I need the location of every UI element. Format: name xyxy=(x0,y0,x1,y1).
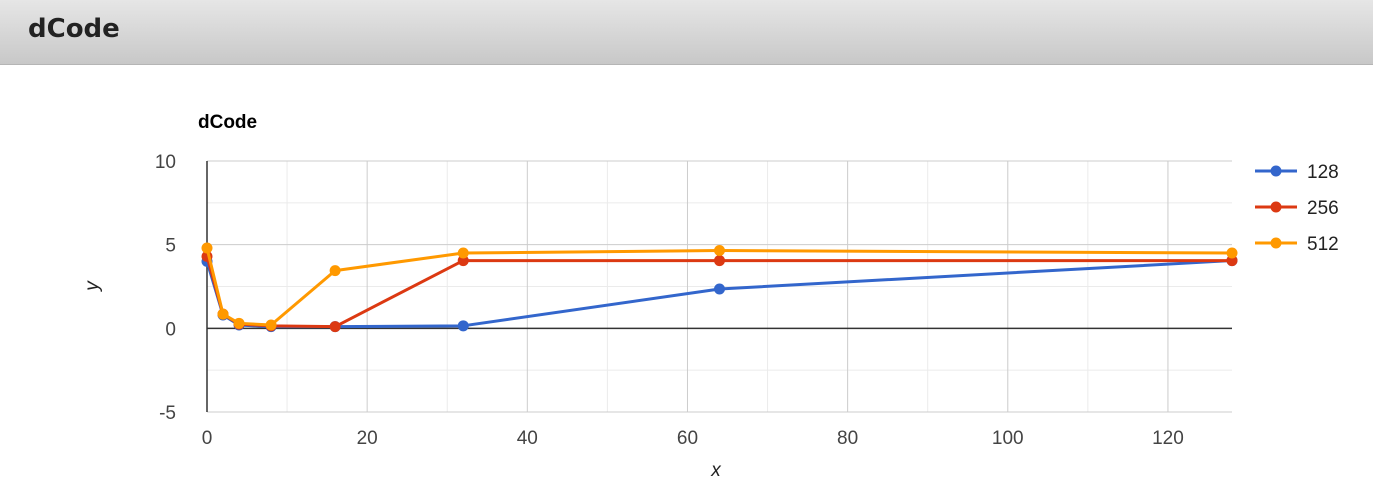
x-tick-label: 80 xyxy=(837,428,858,449)
data-point[interactable] xyxy=(217,308,229,320)
data-point[interactable] xyxy=(1226,247,1238,259)
legend-item-256[interactable]: 256 xyxy=(1255,198,1339,219)
legend-item-128[interactable]: 128 xyxy=(1255,162,1339,183)
header-title: dCode xyxy=(28,14,120,44)
x-tick-label: 60 xyxy=(677,428,698,449)
data-point[interactable] xyxy=(329,321,341,333)
legend-swatch-dot xyxy=(1270,237,1282,249)
series-512 xyxy=(201,242,1238,331)
legend-label: 256 xyxy=(1307,198,1339,219)
data-point[interactable] xyxy=(457,320,469,332)
data-point[interactable] xyxy=(457,255,469,267)
header-bar: dCode xyxy=(0,0,1373,65)
data-point[interactable] xyxy=(714,255,725,267)
data-point[interactable] xyxy=(329,265,341,277)
data-point[interactable] xyxy=(714,245,725,257)
legend-swatch-dot xyxy=(1270,201,1282,213)
chart-axes xyxy=(206,161,1232,412)
legend-label: 512 xyxy=(1307,234,1339,255)
x-tick-label: 0 xyxy=(202,428,213,449)
y-tick-label: 0 xyxy=(165,319,176,340)
y-tick-label: 5 xyxy=(165,236,176,257)
tick-labels: 0 20 40 60 80 100 120 -5 0 5 10 xyxy=(155,152,1184,449)
legend[interactable]: 128 256 512 xyxy=(1255,162,1339,255)
legend-swatch-dot xyxy=(1270,165,1282,177)
x-tick-label: 20 xyxy=(357,428,378,449)
y-tick-label: 10 xyxy=(155,152,176,173)
series-lines xyxy=(201,242,1238,333)
legend-label: 128 xyxy=(1307,162,1339,183)
data-point[interactable] xyxy=(201,242,213,254)
data-point[interactable] xyxy=(1226,255,1238,267)
y-axis-label: y xyxy=(82,280,103,293)
x-tick-label: 120 xyxy=(1152,428,1184,449)
chart-title: dCode xyxy=(198,112,257,133)
data-point[interactable] xyxy=(457,247,469,259)
data-point[interactable] xyxy=(714,283,725,295)
x-tick-label: 100 xyxy=(992,428,1024,449)
y-tick-label: -5 xyxy=(159,403,176,424)
data-point[interactable] xyxy=(233,317,245,329)
legend-item-512[interactable]: 512 xyxy=(1255,234,1339,255)
data-point[interactable] xyxy=(265,319,277,331)
x-axis-label: x xyxy=(710,460,722,481)
x-tick-label: 40 xyxy=(517,428,538,449)
